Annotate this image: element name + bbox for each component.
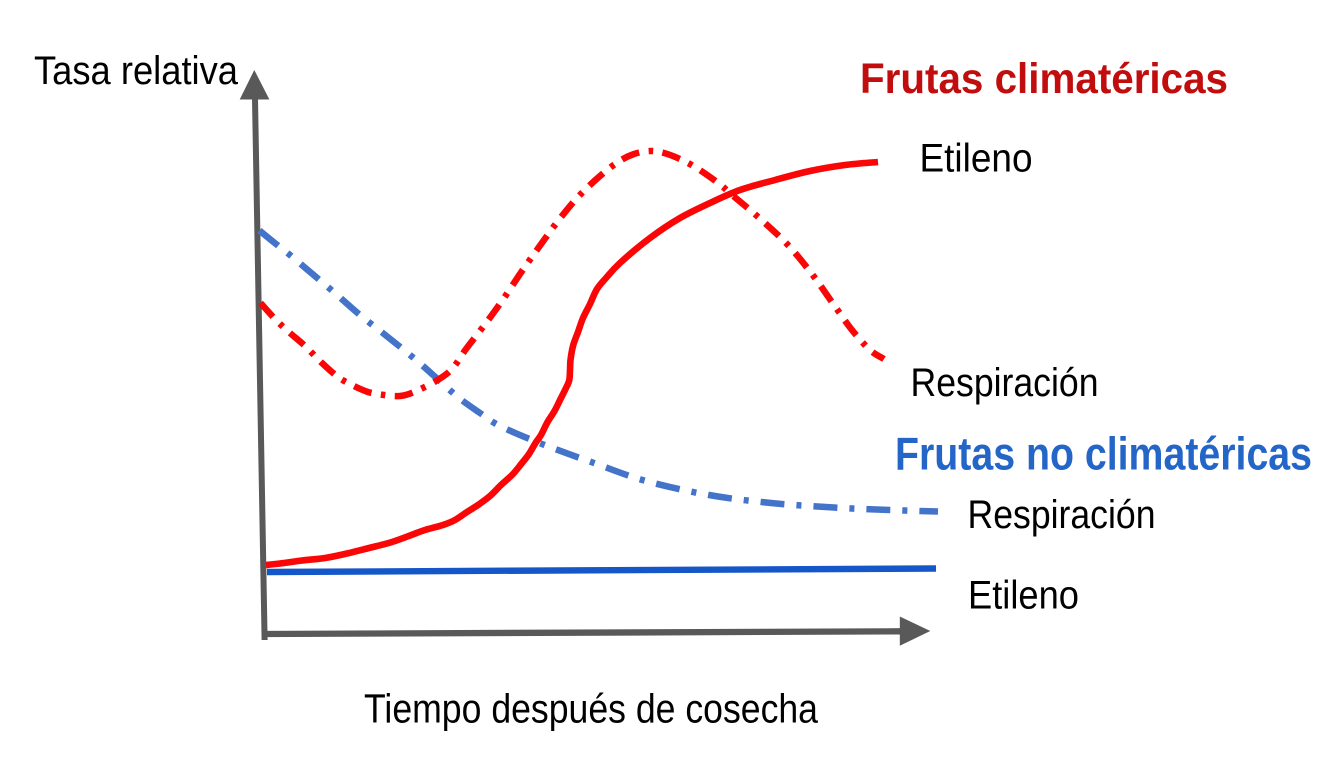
svg-text:Tasa relativa: Tasa relativa <box>34 49 239 93</box>
svg-text:Frutas no climatéricas: Frutas no climatéricas <box>895 427 1312 479</box>
svg-text:Tiempo después de cosecha: Tiempo después de cosecha <box>364 686 818 732</box>
svg-text:Etileno: Etileno <box>920 137 1033 181</box>
svg-text:Etileno: Etileno <box>968 573 1079 617</box>
svg-text:Frutas climatéricas: Frutas climatéricas <box>860 55 1228 103</box>
svg-text:Respiración: Respiración <box>911 361 1099 405</box>
svg-text:Respiración: Respiración <box>968 493 1156 537</box>
